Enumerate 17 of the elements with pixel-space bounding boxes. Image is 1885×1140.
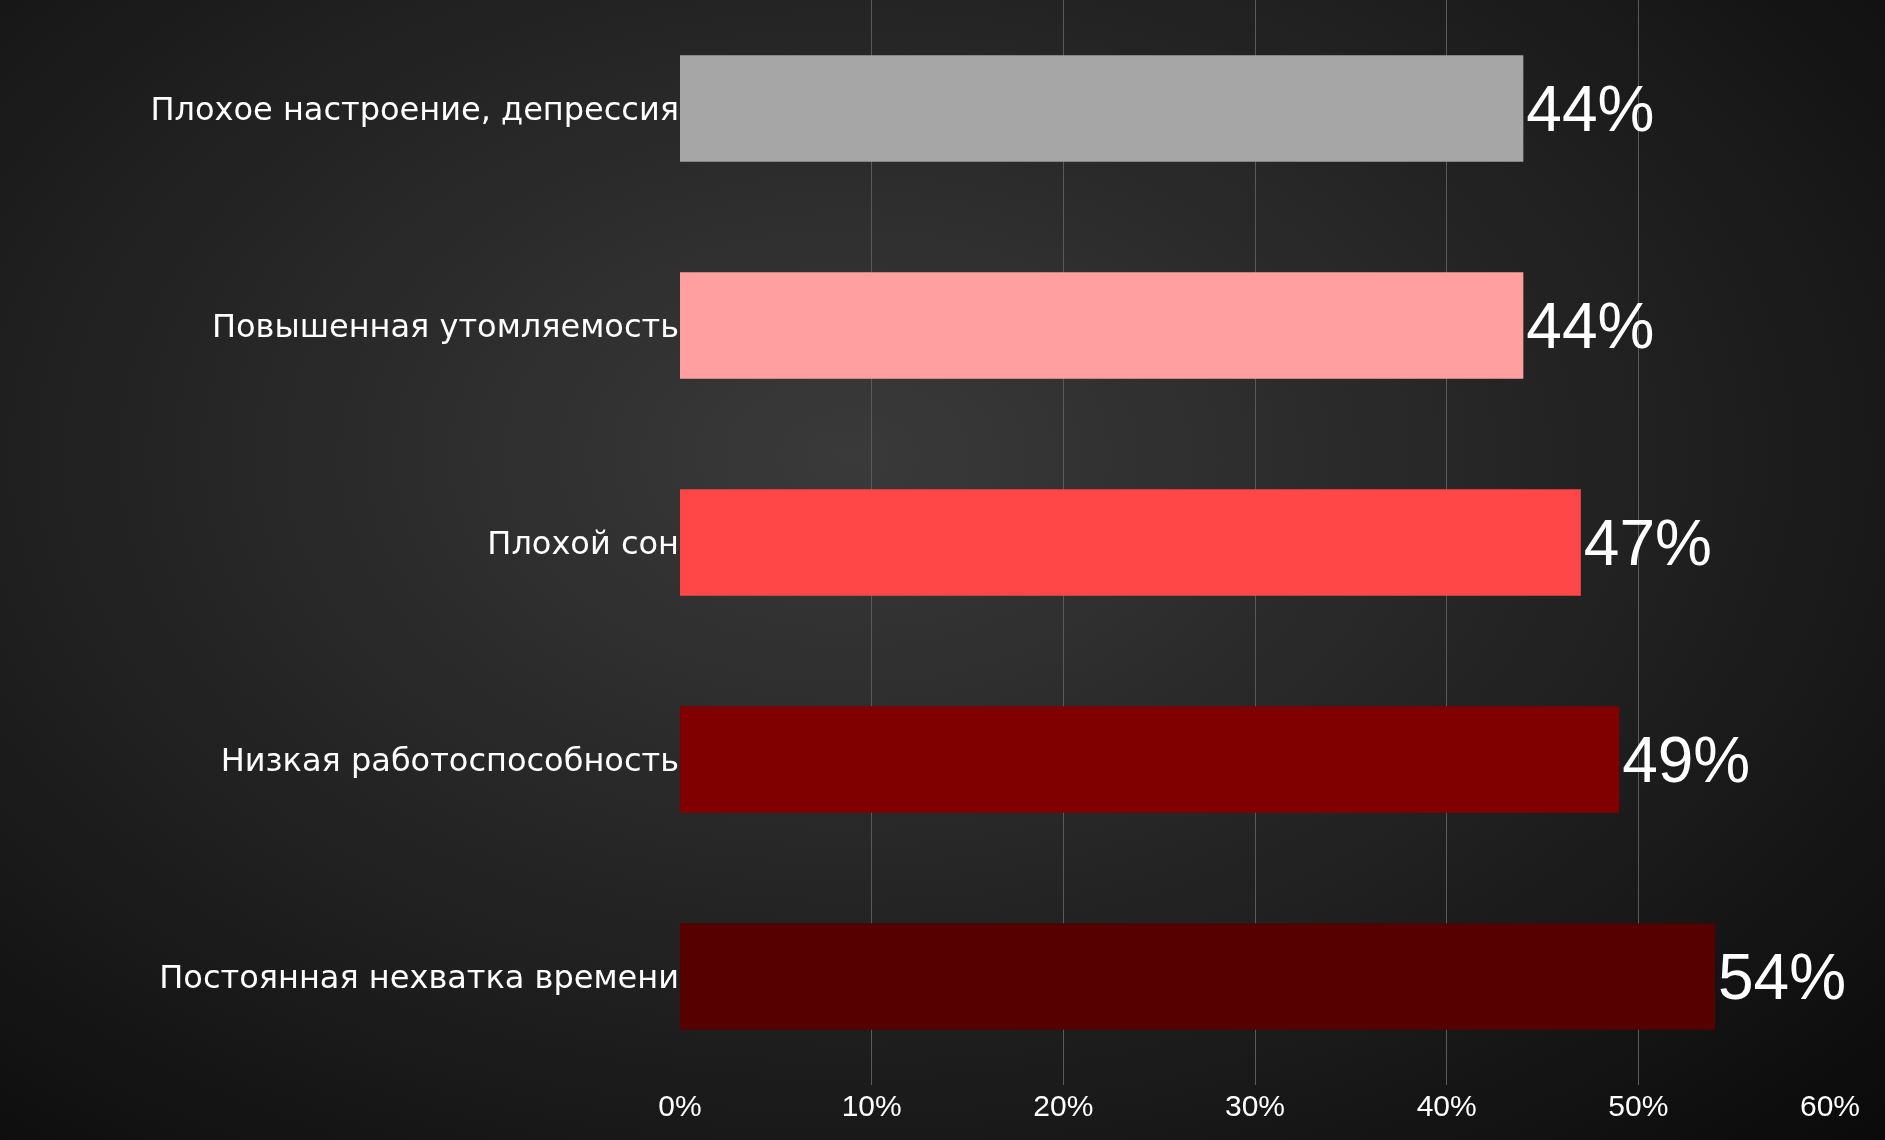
x-tick-label: 0%	[658, 1089, 702, 1122]
data-label: 47%	[1583, 506, 1712, 579]
x-tick-label: 40%	[1416, 1089, 1477, 1122]
x-tick-label: 30%	[1224, 1089, 1286, 1122]
y-tick-label: Постоянная нехватка времени	[159, 957, 679, 996]
x-tick-label: 10%	[841, 1089, 902, 1122]
data-label: 49%	[1622, 723, 1751, 796]
x-tick-label: 20%	[1033, 1089, 1094, 1122]
y-tick-label: Плохое настроение, депрессия	[150, 89, 679, 128]
data-label: 44%	[1526, 72, 1655, 145]
x-tick-label: 50%	[1608, 1089, 1669, 1122]
data-label: 54%	[1718, 940, 1847, 1013]
y-tick-label: Низкая работоспособность	[220, 740, 679, 779]
x-tick-label: 60%	[1799, 1089, 1861, 1122]
y-tick-label: Плохой сон	[487, 523, 679, 562]
y-tick-label: Повышенная утомляемость	[211, 306, 679, 345]
data-label: 44%	[1526, 289, 1655, 362]
